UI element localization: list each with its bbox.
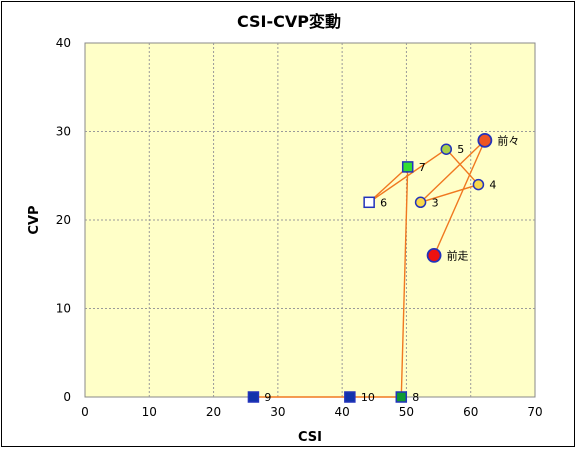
data-point-10 [344,391,356,403]
x-tick-label: 30 [270,405,285,419]
data-point-5 [440,143,453,155]
y-tick-label: 10 [56,302,71,316]
data-point-label-8: 8 [412,391,419,404]
x-axis-title: CSI [298,430,322,445]
data-point-label-10: 10 [361,391,375,404]
x-tick-label: 60 [463,405,478,419]
data-point-label-5: 5 [457,143,464,156]
data-point-7 [401,161,414,173]
y-tick-label: 20 [56,213,71,227]
series-line [253,139,486,398]
x-tick-label: 0 [81,405,89,419]
y-tick-label: 30 [56,125,71,139]
y-axis-ticks: 0 10 20 30 40 [56,36,71,404]
y-tick-label: 0 [63,390,71,404]
x-tick-label: 50 [399,405,414,419]
data-point-label-6: 6 [380,196,387,209]
data-point-label-4: 4 [489,179,496,192]
x-tick-label: 20 [206,405,221,419]
x-axis-ticks: 0 10 20 30 40 50 60 70 [81,405,542,419]
data-points [247,132,493,403]
data-point-9 [247,391,260,403]
data-point-label-1: 前走 [447,248,469,262]
data-point-label-9: 9 [264,391,271,404]
data-point-2 [477,132,493,148]
data-point-3 [414,196,427,209]
x-tick-label: 70 [527,405,542,419]
data-point-8 [395,391,408,403]
data-point-label-7: 7 [419,161,426,174]
data-point-4 [472,178,485,191]
x-tick-label: 10 [142,405,157,419]
y-tick-label: 40 [56,36,71,50]
data-point-1 [426,247,442,263]
point-labels: 前走 前々 3 4 5 6 7 8 9 10 [264,133,519,404]
data-point-label-3: 3 [432,196,439,209]
x-tick-label: 40 [335,405,350,419]
y-axis-title: CVP [27,205,42,234]
data-point-label-2: 前々 [497,133,519,147]
data-point-6 [363,196,375,209]
chart-title: CSI-CVP変動 [237,12,341,31]
